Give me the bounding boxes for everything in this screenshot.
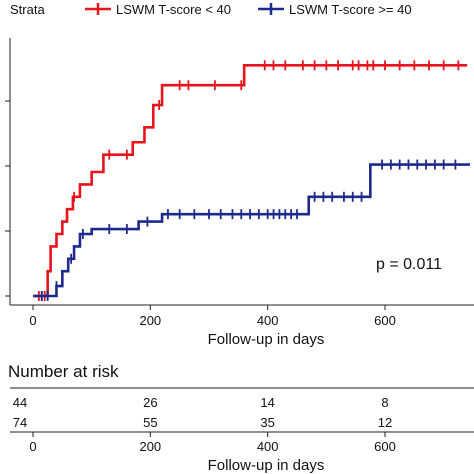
x-tick-label: 600: [374, 313, 396, 328]
series-2-line: [33, 163, 471, 298]
risk-table-rows: 44 26 14 8 74 55 35 12: [13, 395, 392, 430]
series-2: [33, 159, 471, 301]
risk-x-tick-label: 400: [257, 439, 279, 454]
y-axis-ticks: [5, 100, 10, 297]
risk-x-tick-label: 200: [139, 439, 161, 454]
risk-table-x-title: Follow-up in days: [208, 457, 325, 474]
risk-table-cell: 8: [381, 395, 388, 410]
x-axis: 0 200 400 600 Follow-up in days: [10, 304, 474, 348]
risk-x-tick-label: 0: [29, 439, 36, 454]
legend-label-series-1: LSWM T-score < 40: [116, 2, 231, 17]
legend: Strata LSWM T-score < 40 LSWM T-score >=…: [10, 2, 412, 17]
series-layer: [33, 60, 471, 301]
x-tick-label: 0: [29, 313, 36, 328]
risk-table-cell: 74: [13, 415, 27, 430]
x-tick-label: 400: [257, 313, 279, 328]
x-axis-ticks: 0 200 400 600: [29, 305, 396, 328]
risk-table-cell: 35: [260, 415, 274, 430]
risk-table-x-ticks: 0 200 400 600: [29, 432, 396, 454]
risk-table-cell: 14: [260, 395, 274, 410]
risk-table-cell: 12: [378, 415, 392, 430]
y-axis: [5, 38, 11, 305]
x-tick-label: 200: [139, 313, 161, 328]
risk-table-cell: 55: [143, 415, 157, 430]
legend-label-series-2: LSWM T-score >= 40: [289, 2, 412, 17]
legend-title: Strata: [10, 2, 45, 17]
x-axis-title: Follow-up in days: [208, 331, 325, 348]
risk-table-cell: 26: [143, 395, 157, 410]
risk-x-tick-label: 600: [374, 439, 396, 454]
risk-table: Number at risk 44 26 14 8 74 55 35 12 0 200 400 60…: [8, 362, 474, 474]
risk-table-cell: 44: [13, 395, 27, 410]
risk-table-title: Number at risk: [8, 362, 119, 381]
series-1-line: [33, 64, 468, 298]
p-value-annotation: p = 0.011: [376, 256, 442, 273]
